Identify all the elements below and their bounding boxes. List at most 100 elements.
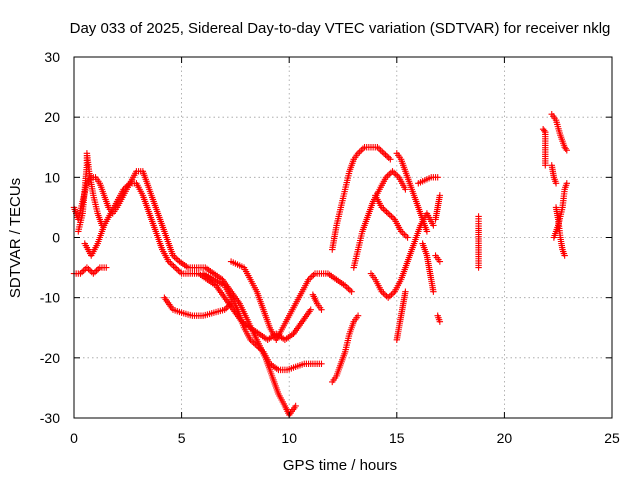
data-point [436,258,444,265]
series-arc-p [415,174,441,187]
series-arc-b [70,264,110,277]
series-arc-f [199,270,325,374]
series-arc-t [434,312,444,325]
data-points [70,110,571,419]
data-point [85,265,92,273]
series-arc-n [393,150,431,235]
data-point [356,148,363,155]
data-point [380,150,388,157]
data-point [348,288,355,295]
data-point [390,169,398,177]
series-arc-x [548,162,560,187]
x-tick-label: 5 [178,430,186,446]
series-arc-m [372,192,411,241]
series-arc-a [70,168,299,419]
series-arc-e [75,150,106,235]
series-arc-k [350,168,409,271]
series-arc-d [161,294,235,319]
data-point [384,294,392,301]
x-tick-label: 0 [70,430,78,446]
data-point [402,232,410,240]
data-point [310,271,317,279]
data-point [562,145,569,152]
data-point [434,174,441,181]
data-point [78,268,86,276]
x-axis-label: GPS time / hours [283,457,397,474]
series-arc-u [475,213,482,271]
data-point [307,306,314,313]
data-point [80,267,87,274]
series-arc-w [548,110,571,154]
data-point [423,228,431,235]
data-point [86,267,94,274]
data-point [383,153,391,160]
gridlines [74,57,612,418]
data-point [91,268,99,276]
data-point [542,162,549,169]
data-point [308,273,315,280]
data-point [358,147,365,154]
y-tick-label: 30 [44,49,60,65]
y-tick-label: -20 [40,350,60,366]
data-point [377,147,384,154]
series-arc-v [539,126,549,169]
data-point [176,268,184,276]
data-point [386,171,393,178]
y-tick-label: 20 [44,109,60,125]
data-point [345,285,352,292]
data-point [389,168,396,175]
data-point [98,222,106,229]
data-point [175,267,182,274]
data-point [383,208,390,216]
data-point [171,264,179,271]
data-point [541,127,548,134]
data-point [83,264,91,271]
data-point [359,145,367,152]
y-tick-label: 10 [44,169,60,185]
data-point [430,288,437,295]
data-point [563,180,571,187]
x-tick-label: 25 [604,430,620,446]
y-axis-ticks: -30 -20 -10 0 10 20 30 [40,49,612,426]
series-arc-z [552,204,568,259]
data-point [318,360,325,368]
data-point [379,148,386,155]
series-arc-h [309,291,325,313]
data-point [401,231,408,238]
y-tick-label: -30 [40,410,60,426]
y-tick-label: 0 [52,230,60,246]
data-point [475,264,482,271]
data-point [292,402,299,410]
series-arc-i [329,312,362,386]
data-point [346,286,354,294]
data-point [386,211,394,219]
data-point [436,318,444,325]
data-point [173,255,180,262]
data-point [381,291,389,298]
data-point [563,147,571,154]
y-axis-label: SDTVAR / TECUs [7,178,24,298]
data-point [402,288,409,295]
series-arc-r [432,192,444,223]
data-point [173,265,180,273]
data-point [375,145,383,152]
data-point [392,171,399,178]
data-point [382,151,389,158]
data-point [430,222,437,229]
chart-title: Day 033 of 2025, Sidereal Day-to-day VTE… [70,20,611,37]
x-axis-ticks: 0 5 10 15 20 25 [70,57,620,446]
series-arc-j [329,144,394,253]
data-point [404,234,411,241]
data-point [168,261,176,268]
data-point [388,213,395,220]
data-point [436,192,444,199]
data-point [387,156,394,163]
data-point [381,207,389,214]
series-arc-o [393,288,409,343]
series-arc-c [81,180,314,343]
series-arc-s [432,252,444,265]
data-point [103,264,110,271]
series-arc-g [227,258,355,343]
x-tick-label: 15 [389,430,405,446]
